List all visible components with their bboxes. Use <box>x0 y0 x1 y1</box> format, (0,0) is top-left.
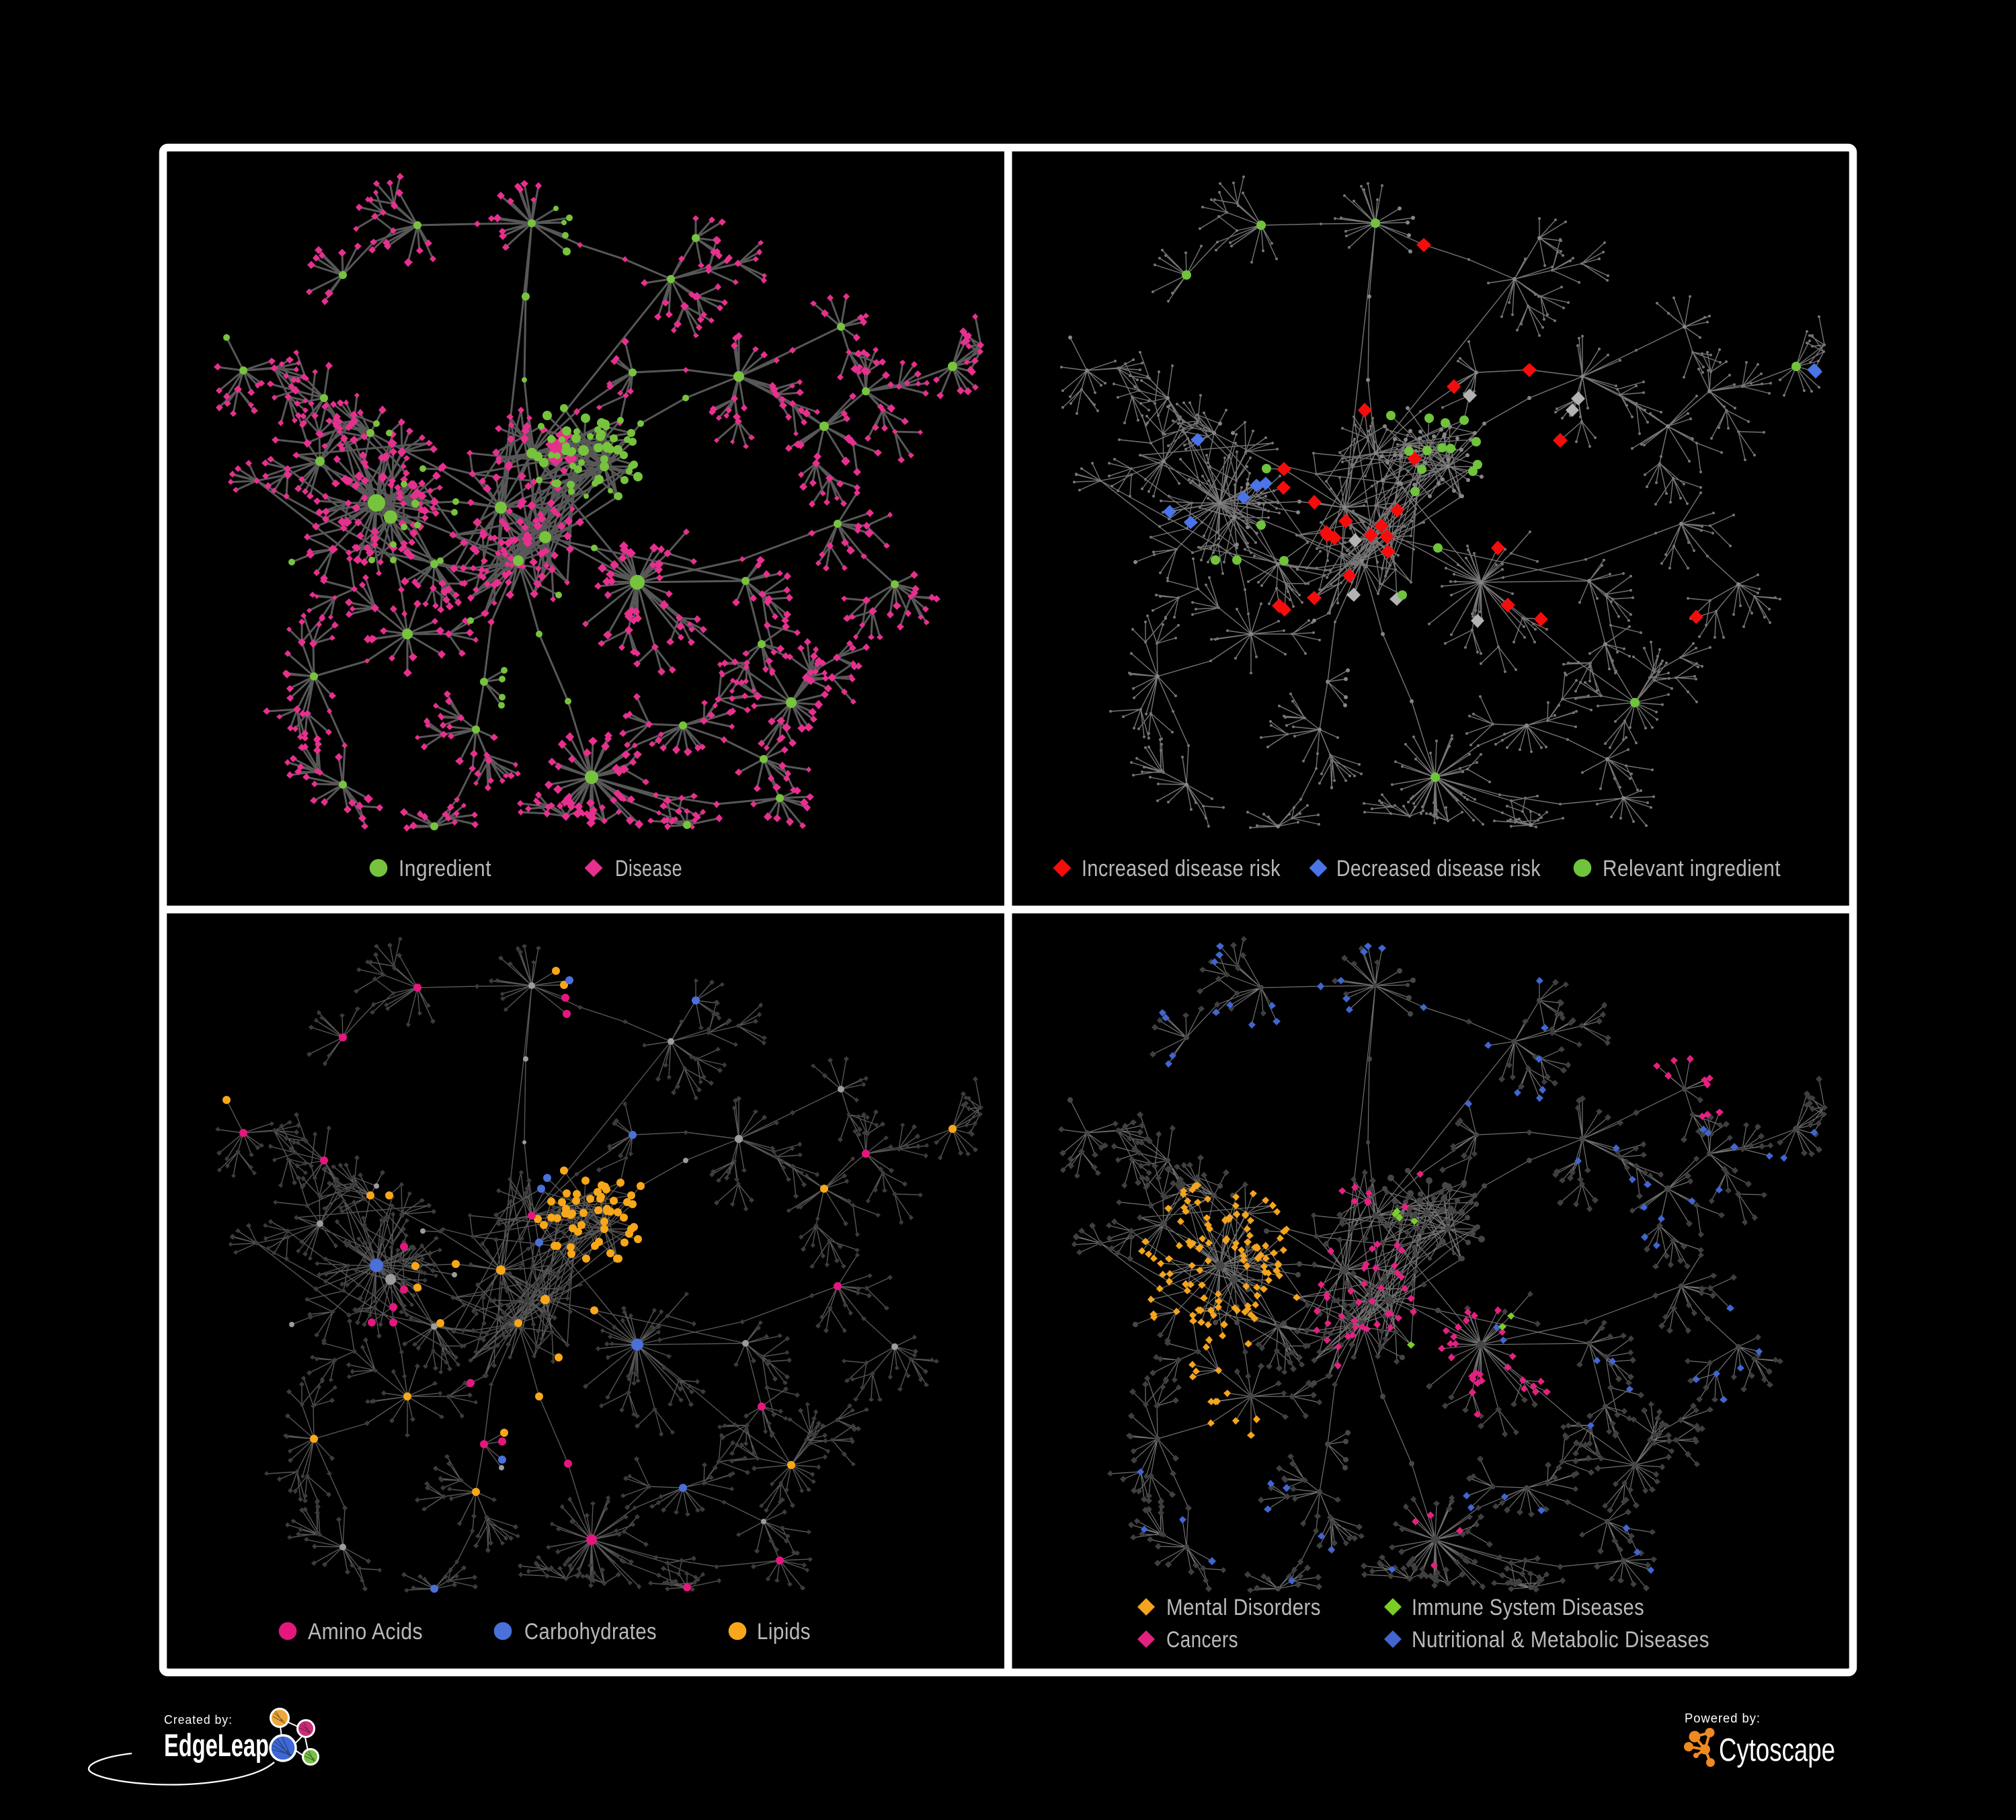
svg-text:Mental Disorders: Mental Disorders <box>1166 1595 1321 1620</box>
svg-text:Cytoscape: Cytoscape <box>1719 1733 1835 1768</box>
svg-text:Amino Acids: Amino Acids <box>308 1619 423 1645</box>
svg-text:Immune System Diseases: Immune System Diseases <box>1412 1595 1644 1620</box>
svg-text:Created by:: Created by: <box>164 1713 233 1727</box>
svg-text:Ingredient: Ingredient <box>399 856 491 881</box>
svg-text:Increased disease risk: Increased disease risk <box>1082 856 1281 881</box>
svg-text:Powered by:: Powered by: <box>1685 1711 1761 1726</box>
svg-text:Disease: Disease <box>615 856 682 881</box>
svg-text:EdgeLeap: EdgeLeap <box>164 1727 269 1763</box>
svg-text:Cancers: Cancers <box>1166 1627 1238 1653</box>
svg-text:Nutritional & Metabolic Diseas: Nutritional & Metabolic Diseases <box>1412 1627 1709 1653</box>
svg-text:Carbohydrates: Carbohydrates <box>524 1619 657 1645</box>
svg-text:Lipids: Lipids <box>757 1619 811 1645</box>
svg-text:Decreased disease risk: Decreased disease risk <box>1336 856 1541 881</box>
svg-text:Relevant ingredient: Relevant ingredient <box>1603 856 1781 881</box>
